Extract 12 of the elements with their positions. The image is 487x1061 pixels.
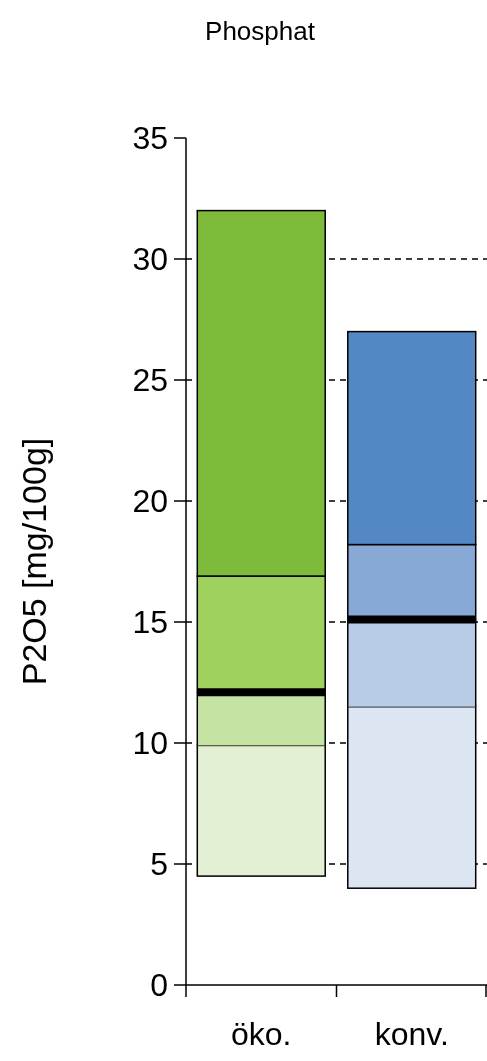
y-tick-label: 30 (132, 241, 168, 278)
y-tick-label: 15 (132, 604, 168, 641)
y-tick-label: 25 (132, 362, 168, 399)
y-tick-label: 20 (132, 483, 168, 520)
y-tick-label: 5 (150, 846, 168, 883)
x-tick-label: öko. (231, 1016, 292, 1052)
y-axis-title: P2O5 [mg/100g] (15, 437, 53, 686)
y-tick-label: 10 (132, 725, 168, 762)
y-tick-label: 0 (150, 967, 168, 1004)
y-tick-label: 35 (132, 120, 168, 157)
chart-title: Phosphat (205, 16, 316, 46)
x-tick-label: konv. (374, 1016, 449, 1052)
